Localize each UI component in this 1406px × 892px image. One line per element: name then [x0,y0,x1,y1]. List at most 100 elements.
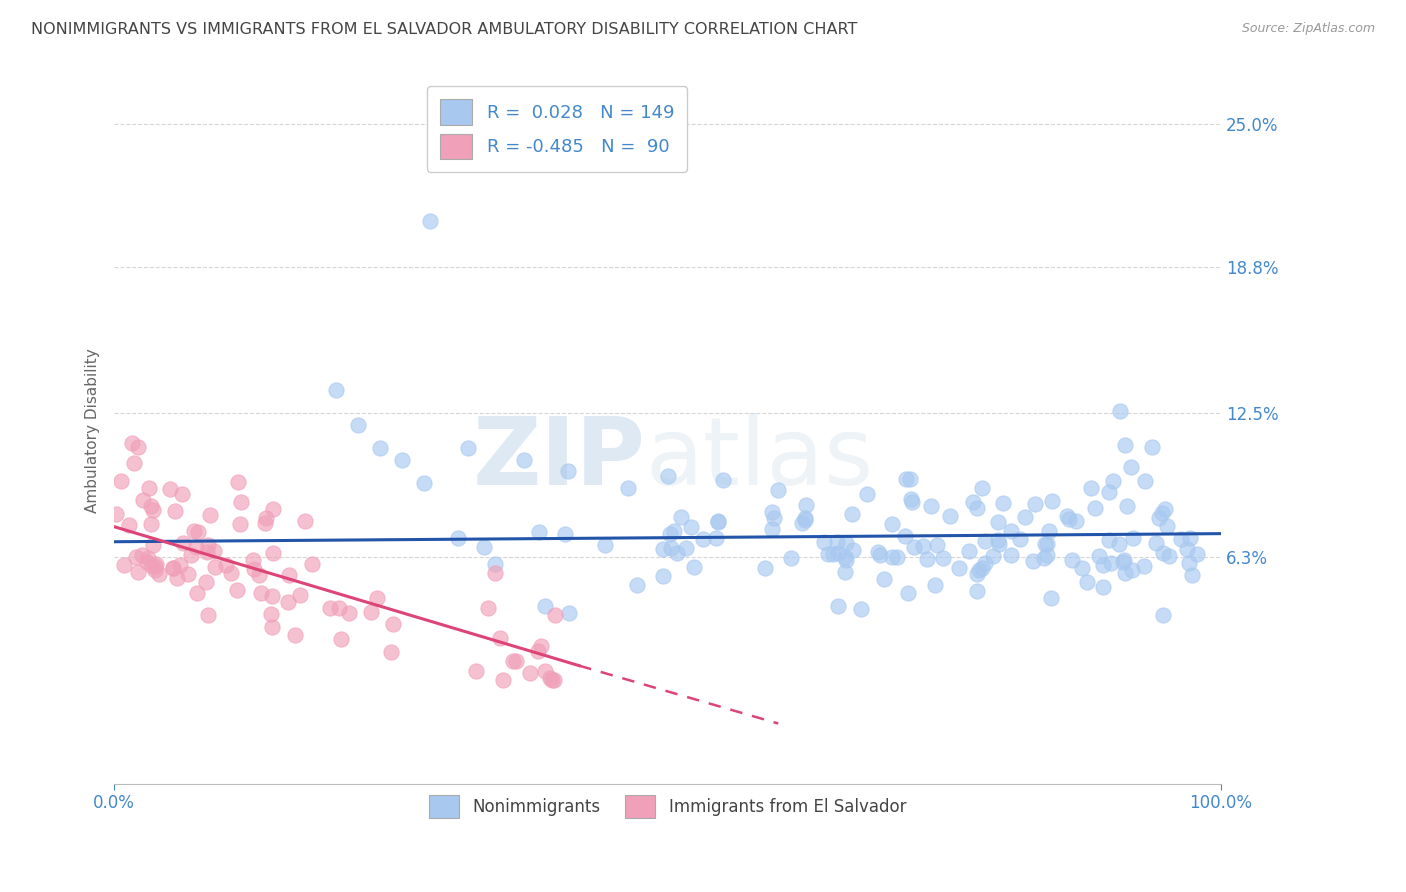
Point [260,620,283,634]
Point [825,535,848,549]
Point [1115,499,1137,513]
Point [626,578,648,592]
Point [793,513,815,527]
Point [242,552,264,566]
Point [659,541,682,555]
Point [229,495,252,509]
Point [835,536,858,550]
Point [505,654,527,668]
Point [662,524,685,538]
Point [527,524,550,539]
Point [543,673,565,687]
Point [1111,556,1133,570]
Point [593,538,616,552]
Point [1040,494,1063,508]
Point [1114,553,1136,567]
Point [143,563,166,577]
Point [138,481,160,495]
Point [692,532,714,546]
Point [1014,510,1036,524]
Point [706,532,728,546]
Point [243,562,266,576]
Point [1122,531,1144,545]
Point [835,553,858,567]
Point [180,548,202,562]
Point [834,549,856,564]
Point [329,632,352,647]
Point [247,567,270,582]
Point [1185,547,1208,561]
Point [554,527,576,541]
Point [105,508,128,522]
Point [912,539,935,553]
Point [512,452,534,467]
Point [948,561,970,575]
Point [966,566,988,581]
Point [166,571,188,585]
Point [917,551,939,566]
Point [927,538,949,552]
Point [492,673,515,687]
Point [665,546,688,560]
Point [866,545,889,559]
Point [530,639,553,653]
Point [897,586,920,600]
Point [970,482,993,496]
Point [558,607,581,621]
Point [761,505,783,519]
Point [886,550,908,565]
Point [1152,506,1174,520]
Point [1175,541,1198,556]
Point [142,538,165,552]
Point [519,665,541,680]
Point [284,628,307,642]
Point [139,516,162,531]
Point [813,534,835,549]
Point [472,540,495,554]
Point [1180,531,1202,545]
Point [226,475,249,490]
Point [987,515,1010,529]
Point [1114,438,1136,452]
Point [294,514,316,528]
Point [277,595,299,609]
Point [1170,532,1192,546]
Point [219,566,242,581]
Point [841,507,863,521]
Point [761,522,783,536]
Point [706,515,728,529]
Point [527,644,550,658]
Point [657,468,679,483]
Point [1092,558,1115,573]
Point [131,548,153,562]
Point [894,529,917,543]
Point [779,551,801,566]
Point [457,441,479,455]
Point [924,578,946,592]
Point [380,645,402,659]
Point [882,550,904,565]
Point [136,555,159,569]
Point [1144,536,1167,550]
Point [849,601,872,615]
Point [1108,537,1130,551]
Point [557,464,579,478]
Point [1000,548,1022,562]
Point [162,560,184,574]
Point [382,616,405,631]
Point [346,417,368,432]
Point [112,558,135,573]
Point [901,495,924,509]
Point [1147,510,1170,524]
Point [1152,607,1174,622]
Point [900,491,922,506]
Point [1024,497,1046,511]
Point [970,560,993,574]
Point [446,531,468,545]
Point [1154,502,1177,516]
Point [827,599,849,613]
Point [170,487,193,501]
Point [197,607,219,622]
Point [288,588,311,602]
Point [1088,549,1111,563]
